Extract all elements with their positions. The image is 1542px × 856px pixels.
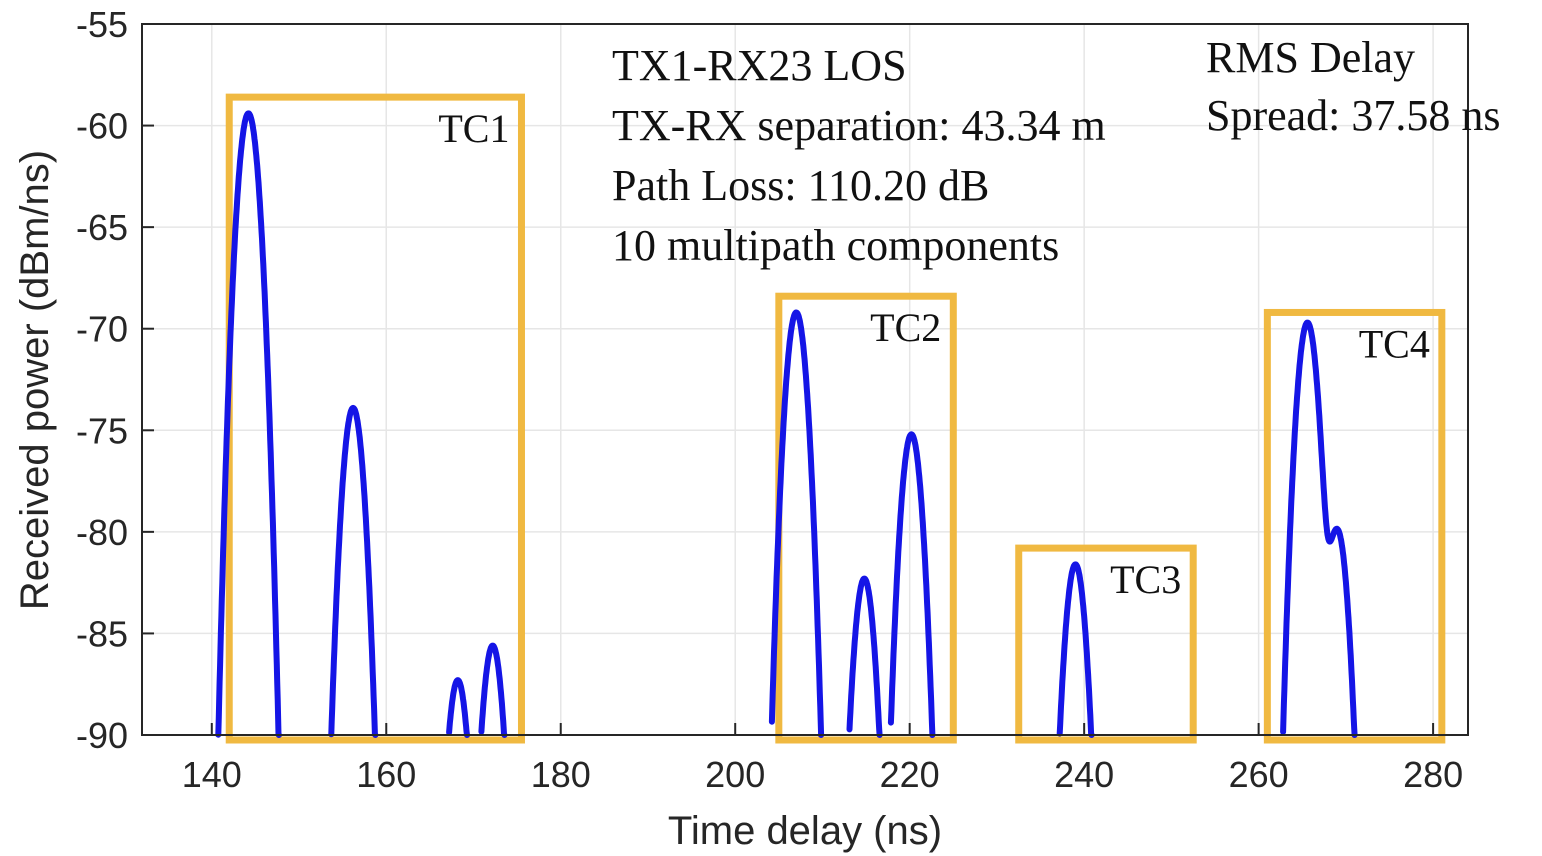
pdp-peak-group-5 xyxy=(887,431,936,738)
x-tick-label-3: 200 xyxy=(705,754,765,795)
y-tick-label-6: -85 xyxy=(76,613,128,654)
x-tick-label-2: 180 xyxy=(531,754,591,795)
pdp-peak-group-2 xyxy=(446,642,508,738)
x-tick-label-4: 220 xyxy=(880,754,940,795)
axis-ticks: 140 160 180 200 220 240 260 280 -55 -60 -65 -70 -75 -… xyxy=(76,4,1463,795)
cluster-label-tc1: TC1 xyxy=(438,106,509,151)
x-tick-label-0: 140 xyxy=(182,754,242,795)
x-tick-label-5: 240 xyxy=(1054,754,1114,795)
pdp-peak-group-1 xyxy=(328,404,379,738)
y-tick-label-7: -90 xyxy=(76,715,128,756)
cluster-boxes: TC1 TC2 TC3 TC4 xyxy=(225,93,1446,744)
cluster-box-tc3 xyxy=(1015,544,1197,744)
rms-delay-note-line-1: RMS Delay xyxy=(1206,33,1415,82)
annotation-line-3: Path Loss: 110.20 dB xyxy=(612,161,989,210)
cluster-box-tc4 xyxy=(1263,308,1446,744)
cluster-label-tc4: TC4 xyxy=(1359,321,1430,366)
cluster-label-tc3: TC3 xyxy=(1110,557,1181,602)
annotation-line-2: TX-RX separation: 43.34 m xyxy=(612,101,1106,150)
annotation-line-4: 10 multipath components xyxy=(612,221,1059,270)
pdp-peak-group-6 xyxy=(1056,561,1095,738)
y-tick-label-0: -55 xyxy=(76,4,128,45)
grid-lines xyxy=(142,23,1468,736)
y-tick-label-4: -75 xyxy=(76,410,128,451)
pdp-series xyxy=(215,110,1358,738)
pdp-peak-group-7 xyxy=(1280,319,1358,738)
x-tick-label-6: 260 xyxy=(1229,754,1289,795)
x-tick-label-1: 160 xyxy=(356,754,416,795)
pdp-peak-group-4 xyxy=(846,575,883,738)
x-tick-label-7: 280 xyxy=(1403,754,1463,795)
y-tick-label-5: -80 xyxy=(76,512,128,553)
y-tick-label-1: -60 xyxy=(76,106,128,147)
cluster-label-tc2: TC2 xyxy=(870,305,941,350)
annotation-line-1: TX1-RX23 LOS xyxy=(612,41,907,90)
x-axis-label: Time delay (ns) xyxy=(668,809,942,853)
rms-delay-note-line-2: Spread: 37.58 ns xyxy=(1206,91,1501,140)
pdp-peak-group-0 xyxy=(215,110,282,738)
y-tick-label-3: -70 xyxy=(76,309,128,350)
y-axis-label: Received power (dBm/ns) xyxy=(13,150,57,610)
pdp-peak-group-3 xyxy=(768,309,825,738)
y-tick-label-2: -65 xyxy=(76,207,128,248)
plot-area-frame xyxy=(141,23,1469,736)
cluster-box-tc1 xyxy=(225,93,525,744)
